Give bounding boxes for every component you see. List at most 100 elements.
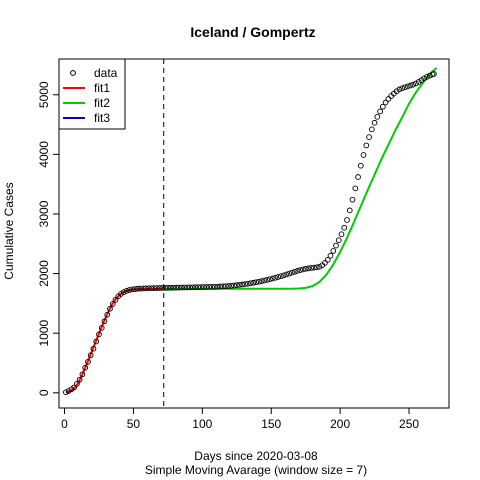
y-tick-label: 3000: [37, 200, 51, 227]
data-point: [371, 119, 378, 126]
data-point: [316, 263, 323, 270]
data-point: [266, 276, 273, 283]
data-point: [140, 285, 146, 292]
x-axis-sublabel: Simple Moving Avarage (window size = 7): [145, 463, 367, 477]
data-point: [297, 267, 304, 273]
data-point: [264, 276, 270, 283]
data-point: [357, 162, 364, 169]
data-point: [352, 185, 359, 192]
data-point: [327, 252, 334, 259]
x-tick-label: 200: [330, 417, 350, 431]
data-point: [217, 283, 224, 290]
data-point: [198, 284, 204, 290]
data-points: [63, 71, 437, 396]
data-point: [363, 142, 370, 149]
data-point: [153, 285, 160, 291]
data-point: [308, 265, 315, 271]
data-point: [176, 284, 182, 291]
data-point: [184, 284, 191, 291]
data-point: [87, 352, 94, 359]
data-point: [330, 248, 337, 254]
data-point: [302, 265, 309, 272]
data-point: [126, 287, 133, 293]
data-point: [90, 345, 97, 352]
data-point: [233, 282, 240, 288]
y-axis-label: Cumulative Cases: [2, 182, 16, 279]
data-point: [324, 257, 331, 263]
data-point: [145, 285, 152, 292]
data-point: [374, 113, 381, 120]
data-point: [294, 268, 301, 274]
data-point: [349, 196, 356, 203]
data-point: [231, 282, 237, 289]
data-point: [286, 270, 292, 277]
data-point: [148, 285, 155, 292]
data-point: [109, 301, 116, 307]
data-point: [85, 358, 91, 365]
data-point: [214, 283, 221, 290]
data-point: [258, 278, 265, 284]
data-point: [156, 285, 163, 291]
data-point: [413, 80, 419, 87]
data-point: [203, 284, 210, 290]
chart-title: Iceland / Gompertz: [190, 24, 315, 40]
y-tick-label: 1000: [37, 320, 51, 347]
data-point: [120, 289, 127, 295]
data-point: [247, 280, 254, 287]
data-point: [236, 281, 243, 288]
data-point: [333, 242, 339, 249]
axes: 0 50 100 150 200 250 0 1000 2000 3000 4000 5000: [37, 58, 450, 431]
y-tick-label: 4000: [37, 141, 51, 168]
data-point: [162, 285, 168, 291]
x-tick-label: 100: [192, 417, 212, 431]
data-point: [93, 338, 100, 345]
data-point: [396, 86, 403, 93]
data-point: [170, 284, 177, 291]
data-point: [239, 281, 246, 288]
data-point: [253, 279, 259, 286]
data-point: [360, 152, 367, 158]
data-point: [134, 285, 141, 292]
legend-label-data: data: [94, 66, 118, 80]
legend-label-fit3: fit3: [94, 111, 110, 125]
data-point: [173, 284, 179, 291]
data-point: [269, 275, 276, 282]
data-point: [355, 174, 361, 180]
data-point: [255, 278, 262, 285]
data-point: [209, 284, 215, 290]
data-point: [167, 284, 174, 291]
data-point: [275, 274, 281, 280]
data-point: [311, 264, 317, 271]
data-point: [278, 273, 284, 280]
x-tick-label: 50: [127, 417, 141, 431]
data-point: [377, 108, 383, 115]
data-point: [192, 284, 199, 291]
legend-symbol-data: [70, 70, 76, 76]
data-point: [338, 231, 345, 238]
data-point: [211, 283, 218, 290]
data-point: [101, 318, 108, 325]
data-point: [410, 81, 417, 88]
data-point: [76, 376, 83, 383]
data-point: [280, 272, 287, 279]
data-point: [107, 305, 113, 312]
data-point: [222, 283, 229, 290]
data-point: [82, 364, 89, 371]
data-point: [346, 207, 353, 214]
data-point: [244, 280, 251, 287]
data-point: [300, 266, 306, 273]
data-point: [165, 284, 171, 291]
legend-label-fit1: fit1: [94, 81, 110, 95]
data-point: [404, 83, 411, 90]
data-point: [261, 277, 268, 284]
data-point: [96, 331, 102, 338]
data-point: [341, 224, 348, 231]
data-point: [272, 274, 279, 281]
data-point: [228, 282, 235, 289]
data-point: [159, 285, 166, 291]
fit2-line: [163, 67, 438, 290]
data-point: [142, 285, 149, 292]
y-tick-label: 5000: [37, 81, 51, 108]
